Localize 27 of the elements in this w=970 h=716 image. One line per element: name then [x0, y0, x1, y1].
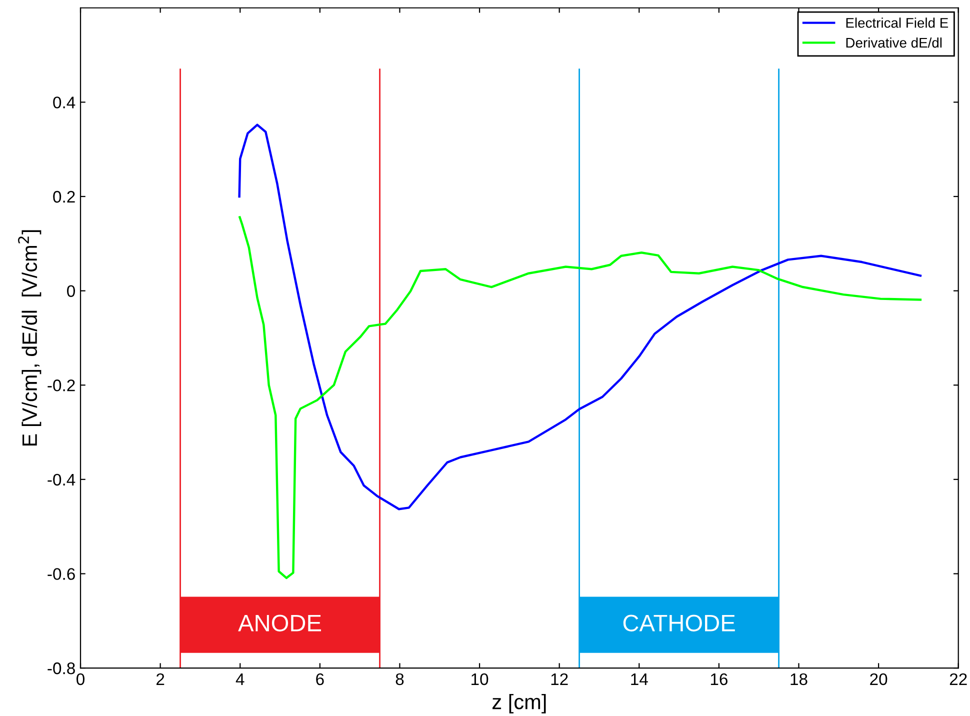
- legend-label: Derivative dE/dl: [846, 37, 942, 48]
- x-tick-label: 20: [870, 673, 888, 686]
- x-tick-label: 18: [790, 673, 808, 686]
- x-tick-label: 4: [236, 674, 244, 685]
- x-tick-label: 0: [76, 673, 84, 686]
- x-tick-label: 2: [156, 673, 164, 685]
- x-tick-label: 12: [551, 673, 568, 685]
- x-tick-label: 16: [710, 673, 728, 686]
- x-axis-title: z [cm]: [492, 694, 546, 714]
- legend-label: Electrical Field E: [846, 18, 948, 28]
- y-tick-label: -0.4: [48, 474, 76, 486]
- y-tick-label: -0.2: [48, 380, 75, 392]
- y-tick-label: 0: [67, 285, 75, 297]
- y-tick-label: 0.4: [53, 96, 76, 108]
- x-tick-label: 22: [950, 673, 967, 685]
- x-tick-label: 14: [631, 674, 648, 685]
- x-tick-label: 8: [396, 673, 404, 686]
- line-series: [238, 216, 922, 580]
- band-label: ANODE: [238, 614, 321, 632]
- y-tick-label: 0.2: [53, 190, 75, 203]
- line-series: [238, 124, 922, 510]
- x-tick-label: 10: [472, 673, 488, 686]
- band-label: CATHODE: [623, 614, 735, 632]
- y-axis-title: E [V/cm], dE/dl [V/cm$^{2}$]: [18, 230, 42, 446]
- y-tick-label: -0.6: [48, 568, 75, 580]
- x-tick-label: 6: [316, 673, 324, 686]
- y-tick-label: -0.8: [48, 662, 75, 674]
